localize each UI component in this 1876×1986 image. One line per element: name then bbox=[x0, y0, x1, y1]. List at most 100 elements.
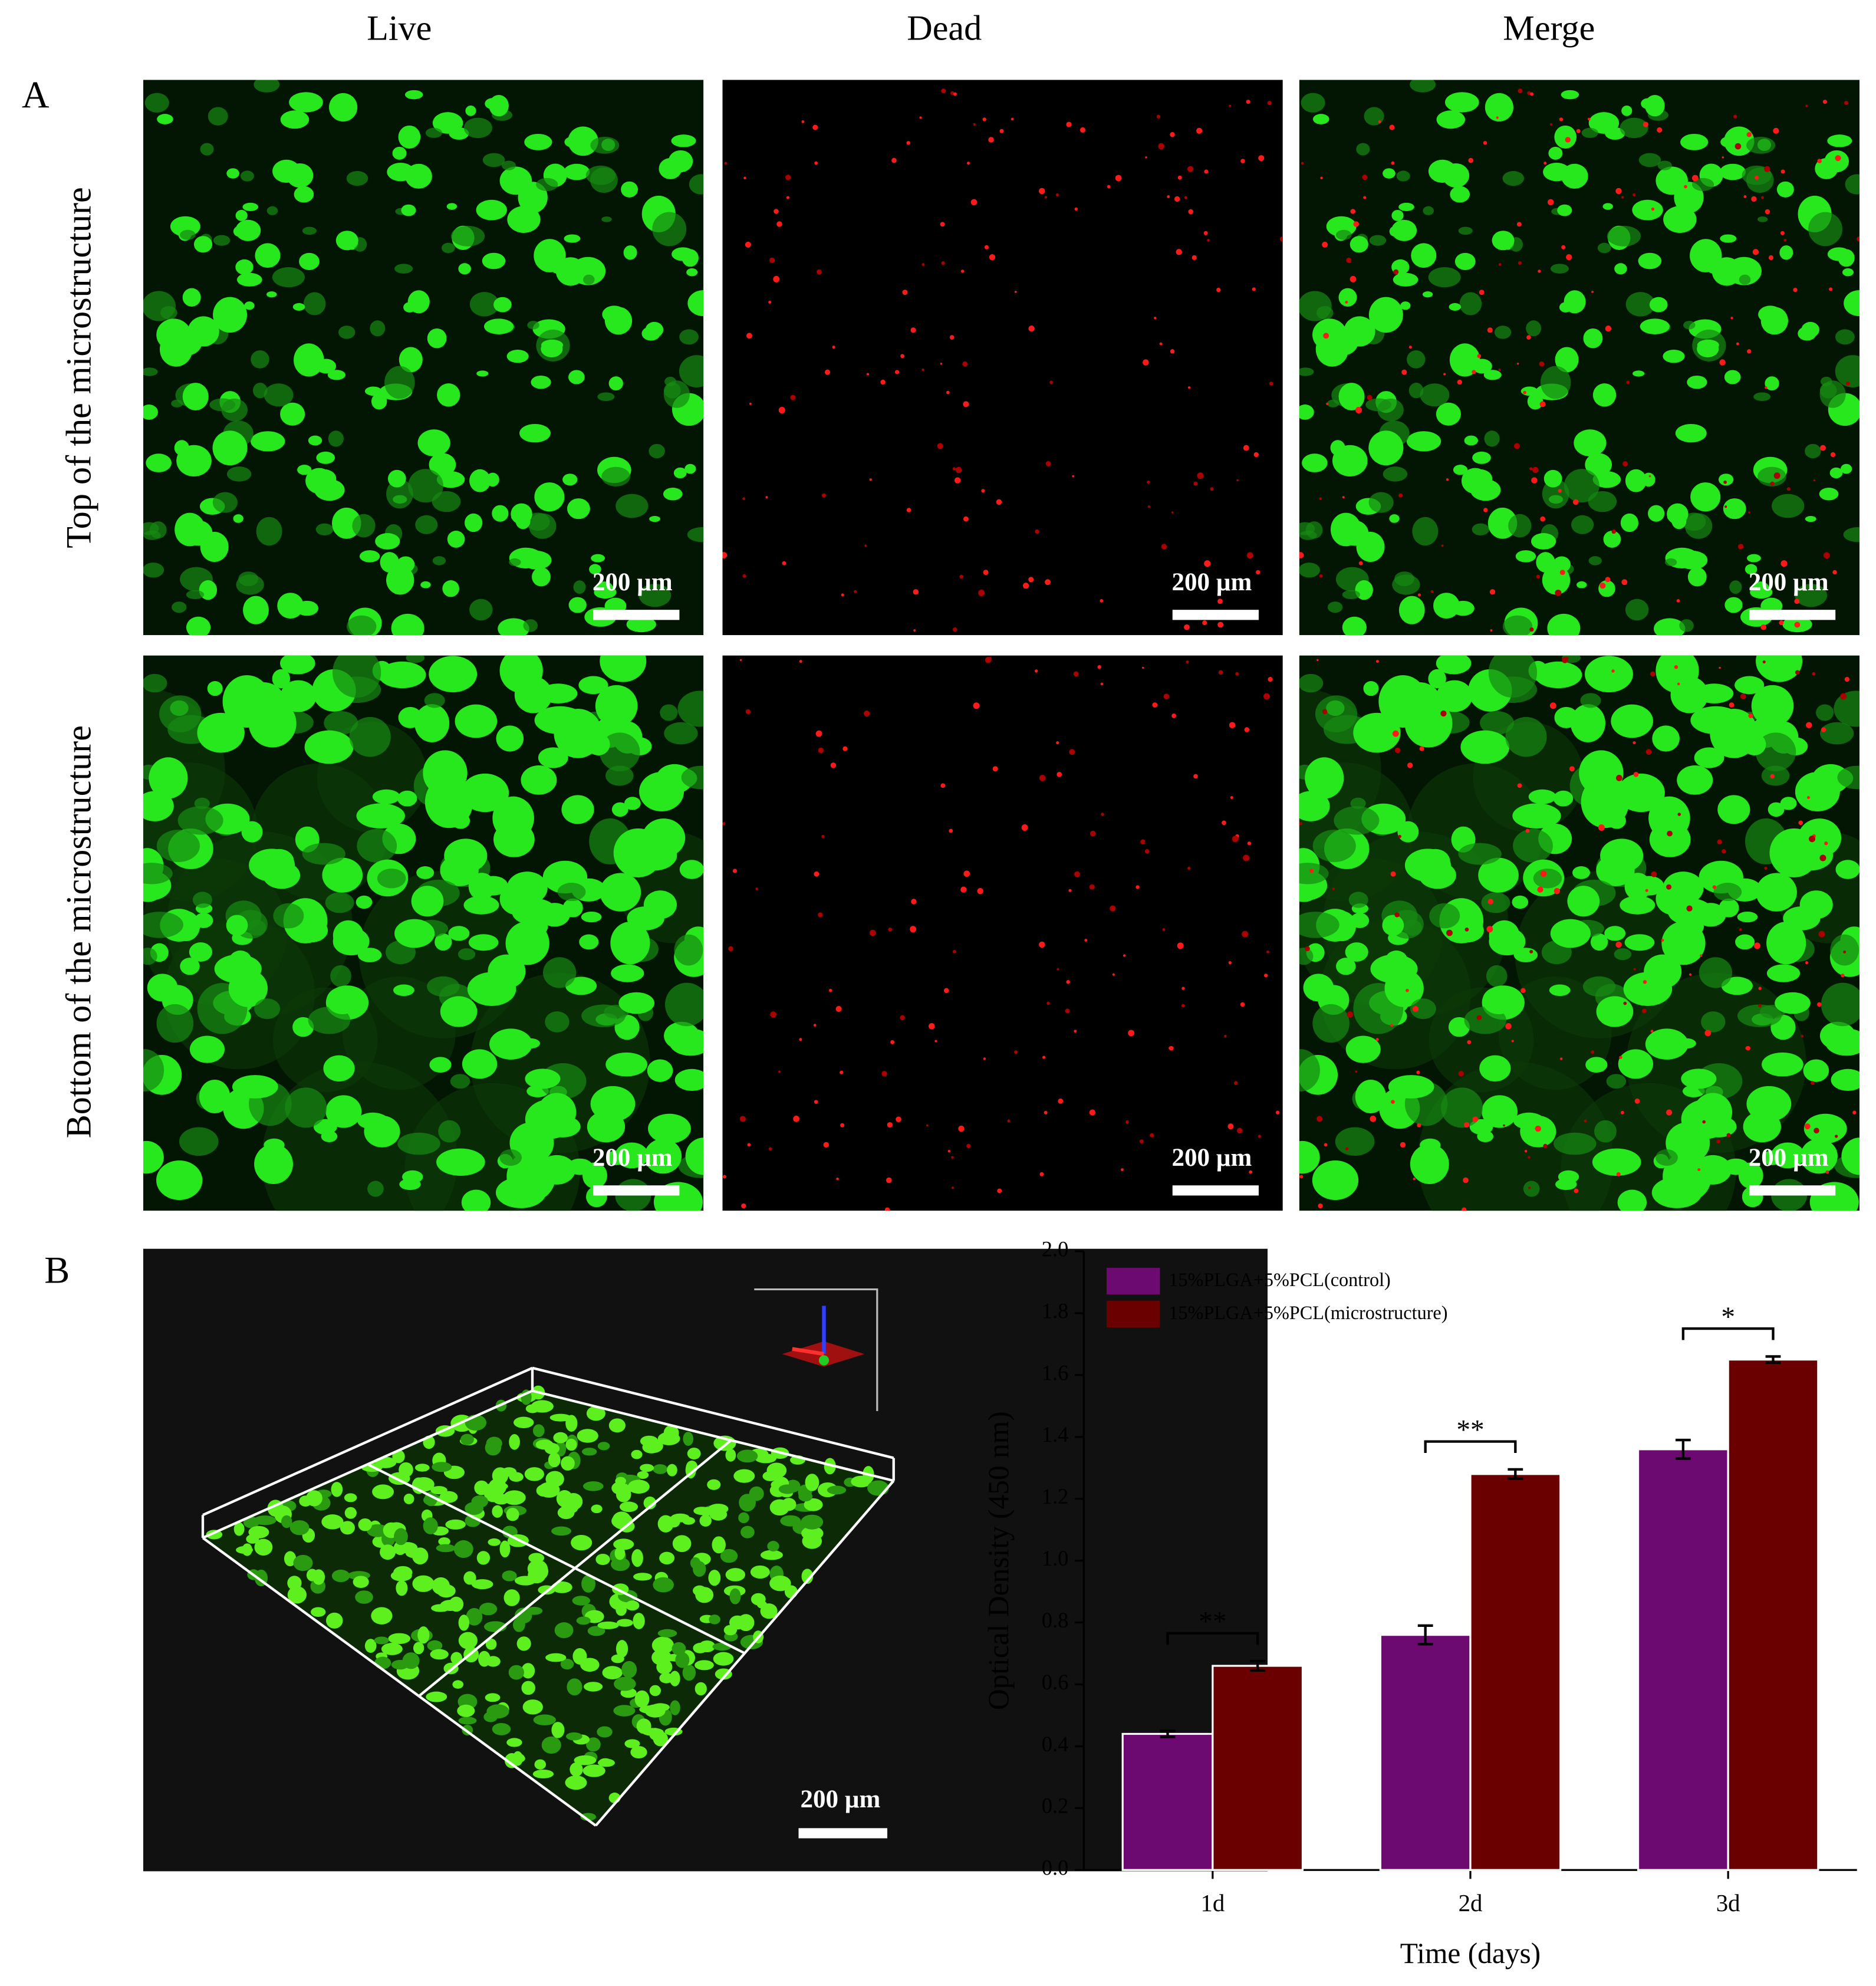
cell bbox=[194, 913, 213, 928]
cell bbox=[325, 1612, 343, 1629]
dead-cell bbox=[1773, 127, 1779, 134]
cell bbox=[574, 1755, 597, 1765]
cell bbox=[404, 90, 423, 100]
dead-cell bbox=[906, 141, 910, 145]
cell bbox=[643, 1439, 663, 1454]
dead-cell bbox=[1204, 560, 1211, 567]
cell bbox=[499, 1540, 511, 1558]
dead-cell bbox=[1202, 620, 1207, 626]
dead-cell bbox=[895, 370, 900, 374]
cell bbox=[1645, 1028, 1689, 1060]
dead-cell bbox=[830, 762, 837, 768]
dead-cell bbox=[1066, 121, 1072, 127]
cell bbox=[1542, 479, 1569, 509]
dead-cell bbox=[1726, 1133, 1731, 1137]
cell bbox=[533, 1714, 557, 1725]
dead-cell bbox=[1392, 730, 1399, 737]
cell bbox=[394, 1528, 408, 1546]
cell bbox=[1453, 465, 1468, 475]
dead-cell bbox=[1028, 325, 1035, 332]
dead-cell bbox=[1463, 1177, 1469, 1183]
dead-cell bbox=[1401, 369, 1407, 375]
cell bbox=[1558, 1170, 1579, 1183]
cell bbox=[567, 498, 590, 519]
dead-cell bbox=[999, 129, 1004, 133]
cell bbox=[496, 725, 524, 752]
dead-cell bbox=[997, 1188, 1002, 1193]
cell bbox=[644, 857, 665, 870]
dead-cell bbox=[864, 710, 870, 717]
dead-cell bbox=[1066, 980, 1070, 984]
cell bbox=[424, 775, 473, 828]
dead-cell bbox=[1217, 622, 1224, 628]
cell bbox=[1585, 453, 1612, 476]
cell bbox=[1483, 370, 1502, 380]
dead-cell bbox=[1171, 511, 1174, 514]
dead-cell bbox=[1559, 570, 1565, 576]
cell bbox=[346, 171, 368, 186]
cell bbox=[492, 1722, 511, 1735]
cell bbox=[1428, 669, 1446, 689]
cell bbox=[192, 892, 212, 908]
cell bbox=[469, 292, 499, 317]
cell bbox=[384, 366, 415, 399]
cell bbox=[1520, 386, 1538, 396]
cell bbox=[602, 1666, 623, 1680]
cell bbox=[589, 564, 601, 575]
cell bbox=[255, 243, 281, 268]
dead-cell bbox=[941, 261, 945, 265]
dead-cell bbox=[1496, 116, 1499, 119]
cell bbox=[560, 1659, 574, 1670]
cell bbox=[671, 134, 696, 147]
cell bbox=[640, 1464, 654, 1472]
dead-cell bbox=[1723, 480, 1727, 484]
dead-cell bbox=[919, 116, 922, 119]
cell bbox=[208, 107, 228, 126]
cell bbox=[439, 1491, 458, 1503]
cell bbox=[1842, 268, 1854, 277]
dead-cell bbox=[962, 361, 968, 367]
cell bbox=[427, 1640, 443, 1651]
cell bbox=[200, 143, 214, 156]
cell bbox=[541, 340, 563, 358]
cell bbox=[436, 1584, 456, 1598]
dead-cell bbox=[1543, 162, 1547, 165]
dead-cell bbox=[1049, 380, 1053, 384]
dead-cell bbox=[1350, 209, 1356, 214]
cell bbox=[1391, 209, 1404, 221]
cell bbox=[377, 868, 406, 889]
dead-cell bbox=[1110, 905, 1116, 912]
cell bbox=[1574, 429, 1607, 456]
cell bbox=[485, 1439, 502, 1456]
cell bbox=[561, 1456, 575, 1471]
cell bbox=[1697, 340, 1719, 358]
cell bbox=[1821, 982, 1860, 1027]
cell bbox=[798, 1491, 813, 1502]
cell bbox=[465, 513, 483, 532]
dead-cell bbox=[1014, 291, 1017, 293]
cell bbox=[445, 1519, 466, 1530]
cell bbox=[564, 234, 581, 243]
dead-cell bbox=[913, 629, 916, 632]
cell bbox=[1332, 445, 1368, 477]
dead-cell bbox=[1840, 693, 1847, 700]
dead-cell bbox=[799, 1038, 802, 1041]
dead-cell bbox=[1794, 622, 1801, 628]
cell bbox=[417, 429, 450, 456]
dead-cell bbox=[1626, 380, 1630, 384]
dead-cell bbox=[1035, 669, 1038, 673]
cell bbox=[1549, 984, 1571, 997]
cell bbox=[1841, 463, 1852, 474]
cell bbox=[328, 430, 344, 447]
cell bbox=[1581, 775, 1630, 828]
cell bbox=[617, 1619, 633, 1627]
dead-cell bbox=[881, 1071, 887, 1077]
dead-cell bbox=[1224, 1034, 1227, 1038]
dead-cell bbox=[1528, 1156, 1531, 1159]
cell bbox=[623, 245, 637, 260]
dead-cell bbox=[1319, 574, 1323, 578]
cell bbox=[352, 514, 376, 538]
dead-cell bbox=[814, 871, 819, 877]
dead-cell bbox=[890, 1040, 895, 1044]
dead-cell bbox=[989, 254, 996, 261]
